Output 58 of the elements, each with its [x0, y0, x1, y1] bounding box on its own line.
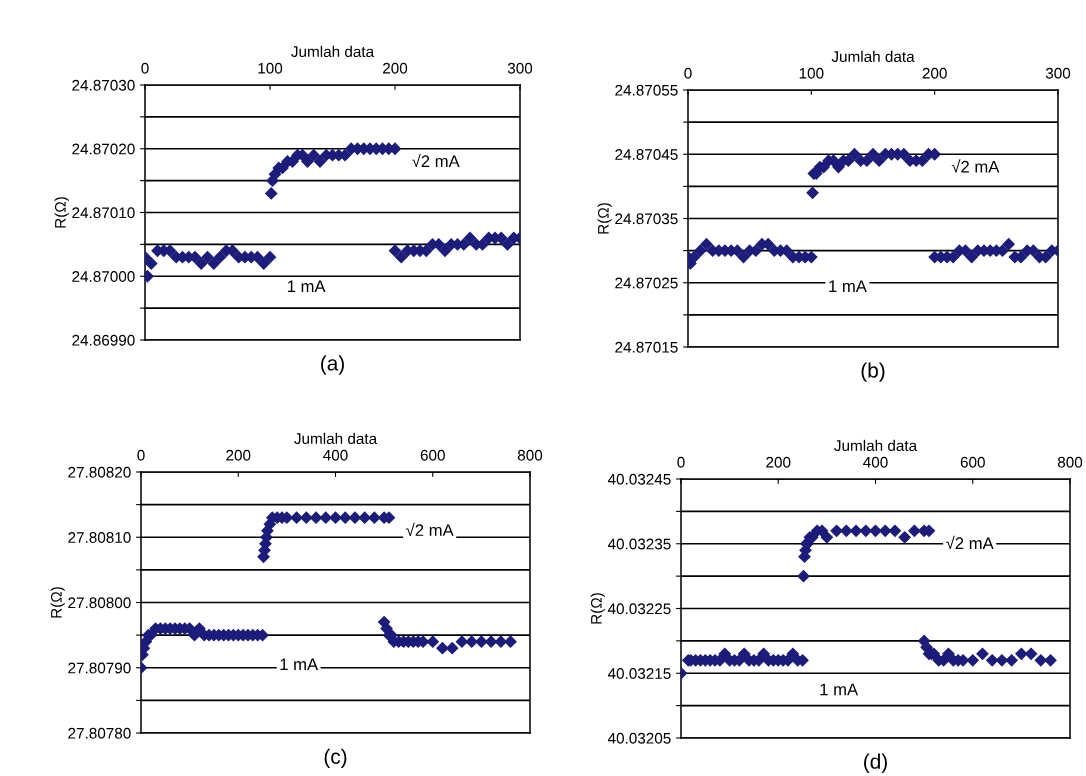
y-tick-label: 40.03205 — [607, 732, 671, 744]
x-tick-label: 200 — [383, 62, 408, 74]
x-tick-label: 100 — [799, 67, 824, 79]
y-tick-label: 40.03235 — [607, 538, 671, 550]
series-label: 1 mA — [280, 658, 319, 670]
x-tick-label: 0 — [137, 449, 145, 461]
y-tick-label: 24.87025 — [615, 277, 678, 289]
x-tick-label: 800 — [517, 449, 543, 461]
y-tick-label: 27.80810 — [68, 532, 131, 543]
text: (a) — [321, 355, 344, 375]
x-tick-label: 0 — [677, 456, 685, 468]
y-tick-label: 27.80820 — [68, 466, 131, 478]
x-tick-label: 400 — [863, 456, 888, 468]
y-axis-title: R(Ω) — [597, 203, 612, 234]
y-tick-label: 24.86990 — [72, 334, 135, 346]
x-tick-label: 600 — [420, 449, 445, 461]
x-tick-label: 200 — [226, 449, 251, 461]
series-label: √2 mA — [946, 535, 994, 550]
y-tick-label: 40.03225 — [607, 603, 671, 615]
y-tick-label: 24.87055 — [615, 84, 678, 96]
y-axis-title: R(Ω) — [50, 587, 65, 618]
text: (b) — [861, 362, 885, 382]
y-tick-label: 27.80800 — [68, 597, 131, 609]
y-tick-label: 40.03215 — [607, 668, 671, 679]
series-label: 1 mA — [829, 280, 867, 292]
text: (d) — [864, 753, 887, 773]
x-tick-label: 0 — [684, 67, 692, 79]
y-tick-label: 27.80780 — [68, 727, 131, 739]
x-tick-label: 300 — [1045, 67, 1071, 79]
y-tick-label: 24.87030 — [72, 79, 135, 91]
x-tick-label: 200 — [922, 67, 947, 79]
y-tick-label: 24.87020 — [72, 143, 135, 155]
y-tick-label: 24.87015 — [615, 341, 678, 353]
y-tick-label: 40.03245 — [607, 473, 671, 485]
x-tick-label: 600 — [960, 456, 985, 468]
y-axis-title: R(Ω) — [54, 197, 69, 228]
x-tick-label: 0 — [141, 62, 149, 74]
x-axis-title: Jumlah data — [831, 50, 915, 63]
text: (c) — [324, 748, 347, 769]
x-tick-label: 100 — [258, 62, 283, 74]
series-label: √2 mA — [412, 153, 460, 168]
y-tick-label: 24.87000 — [72, 271, 135, 282]
x-tick-label: 400 — [323, 449, 348, 461]
x-axis-title: Jumlah data — [834, 439, 918, 452]
series-label: √2 mA — [406, 522, 454, 536]
y-tick-label: 24.87010 — [72, 207, 135, 219]
series-label: 1 mA — [820, 683, 859, 696]
y-tick-label: 24.87045 — [615, 149, 678, 160]
x-axis-title: Jumlah data — [291, 45, 375, 58]
x-axis-title: Jumlah data — [294, 432, 378, 445]
x-tick-label: 300 — [507, 62, 533, 74]
x-tick-label: 800 — [1057, 456, 1083, 468]
series-label: √2 mA — [951, 159, 1000, 173]
y-axis-title: R(Ω) — [590, 593, 605, 624]
y-tick-label: 24.87035 — [615, 213, 678, 225]
x-tick-label: 200 — [766, 456, 791, 468]
series-label: 1 mA — [287, 280, 326, 292]
y-tick-label: 27.80790 — [68, 662, 131, 674]
